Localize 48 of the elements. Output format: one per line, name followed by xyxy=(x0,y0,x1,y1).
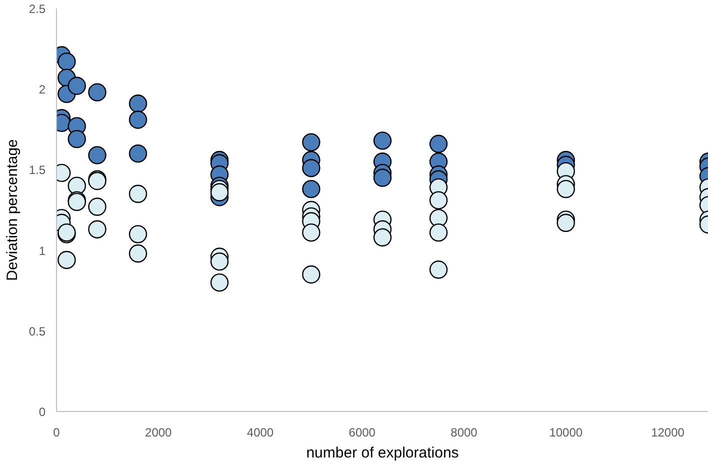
x-tick-label: 2000 xyxy=(145,426,172,440)
y-tick-label: 1 xyxy=(38,244,46,258)
point xyxy=(68,76,86,95)
point xyxy=(429,191,448,210)
point xyxy=(373,132,392,150)
point xyxy=(429,223,448,242)
point xyxy=(373,228,392,246)
x-tick-label: 12000 xyxy=(651,426,685,440)
point xyxy=(68,176,86,195)
point xyxy=(429,134,448,153)
x-tick-label: 10000 xyxy=(549,426,583,440)
point xyxy=(302,223,320,242)
point xyxy=(556,214,575,232)
point xyxy=(58,250,76,270)
point xyxy=(128,244,148,263)
point xyxy=(429,260,448,279)
point xyxy=(210,183,229,202)
y-tick-label: 0 xyxy=(38,405,46,419)
x-tick-label: 4000 xyxy=(246,426,274,440)
x-axis-title: number of explorations xyxy=(306,444,459,462)
point xyxy=(128,184,148,203)
point xyxy=(128,94,148,113)
point xyxy=(302,133,320,152)
x-tick-label: 0 xyxy=(53,426,60,440)
x-tick-label: 8000 xyxy=(450,426,478,440)
point xyxy=(302,265,320,284)
point xyxy=(302,180,320,198)
point xyxy=(88,198,106,216)
y-tick-label: 2.5 xyxy=(28,2,46,16)
y-tick-label: 2 xyxy=(38,82,46,97)
point xyxy=(429,208,448,228)
y-tick-label: 1.5 xyxy=(28,163,46,178)
point xyxy=(128,144,148,163)
x-tick-label: 6000 xyxy=(348,426,376,440)
point xyxy=(68,130,86,148)
point xyxy=(88,83,106,102)
point xyxy=(210,252,229,271)
y-axis-title: Deviation percentage xyxy=(4,139,21,281)
point xyxy=(88,220,106,238)
point xyxy=(302,159,320,178)
point xyxy=(373,168,392,187)
y-tick-label: 0.5 xyxy=(28,324,46,338)
point xyxy=(128,225,148,244)
point xyxy=(210,273,229,292)
point xyxy=(556,180,575,198)
point xyxy=(88,146,106,164)
point xyxy=(128,110,148,129)
point xyxy=(58,52,76,71)
